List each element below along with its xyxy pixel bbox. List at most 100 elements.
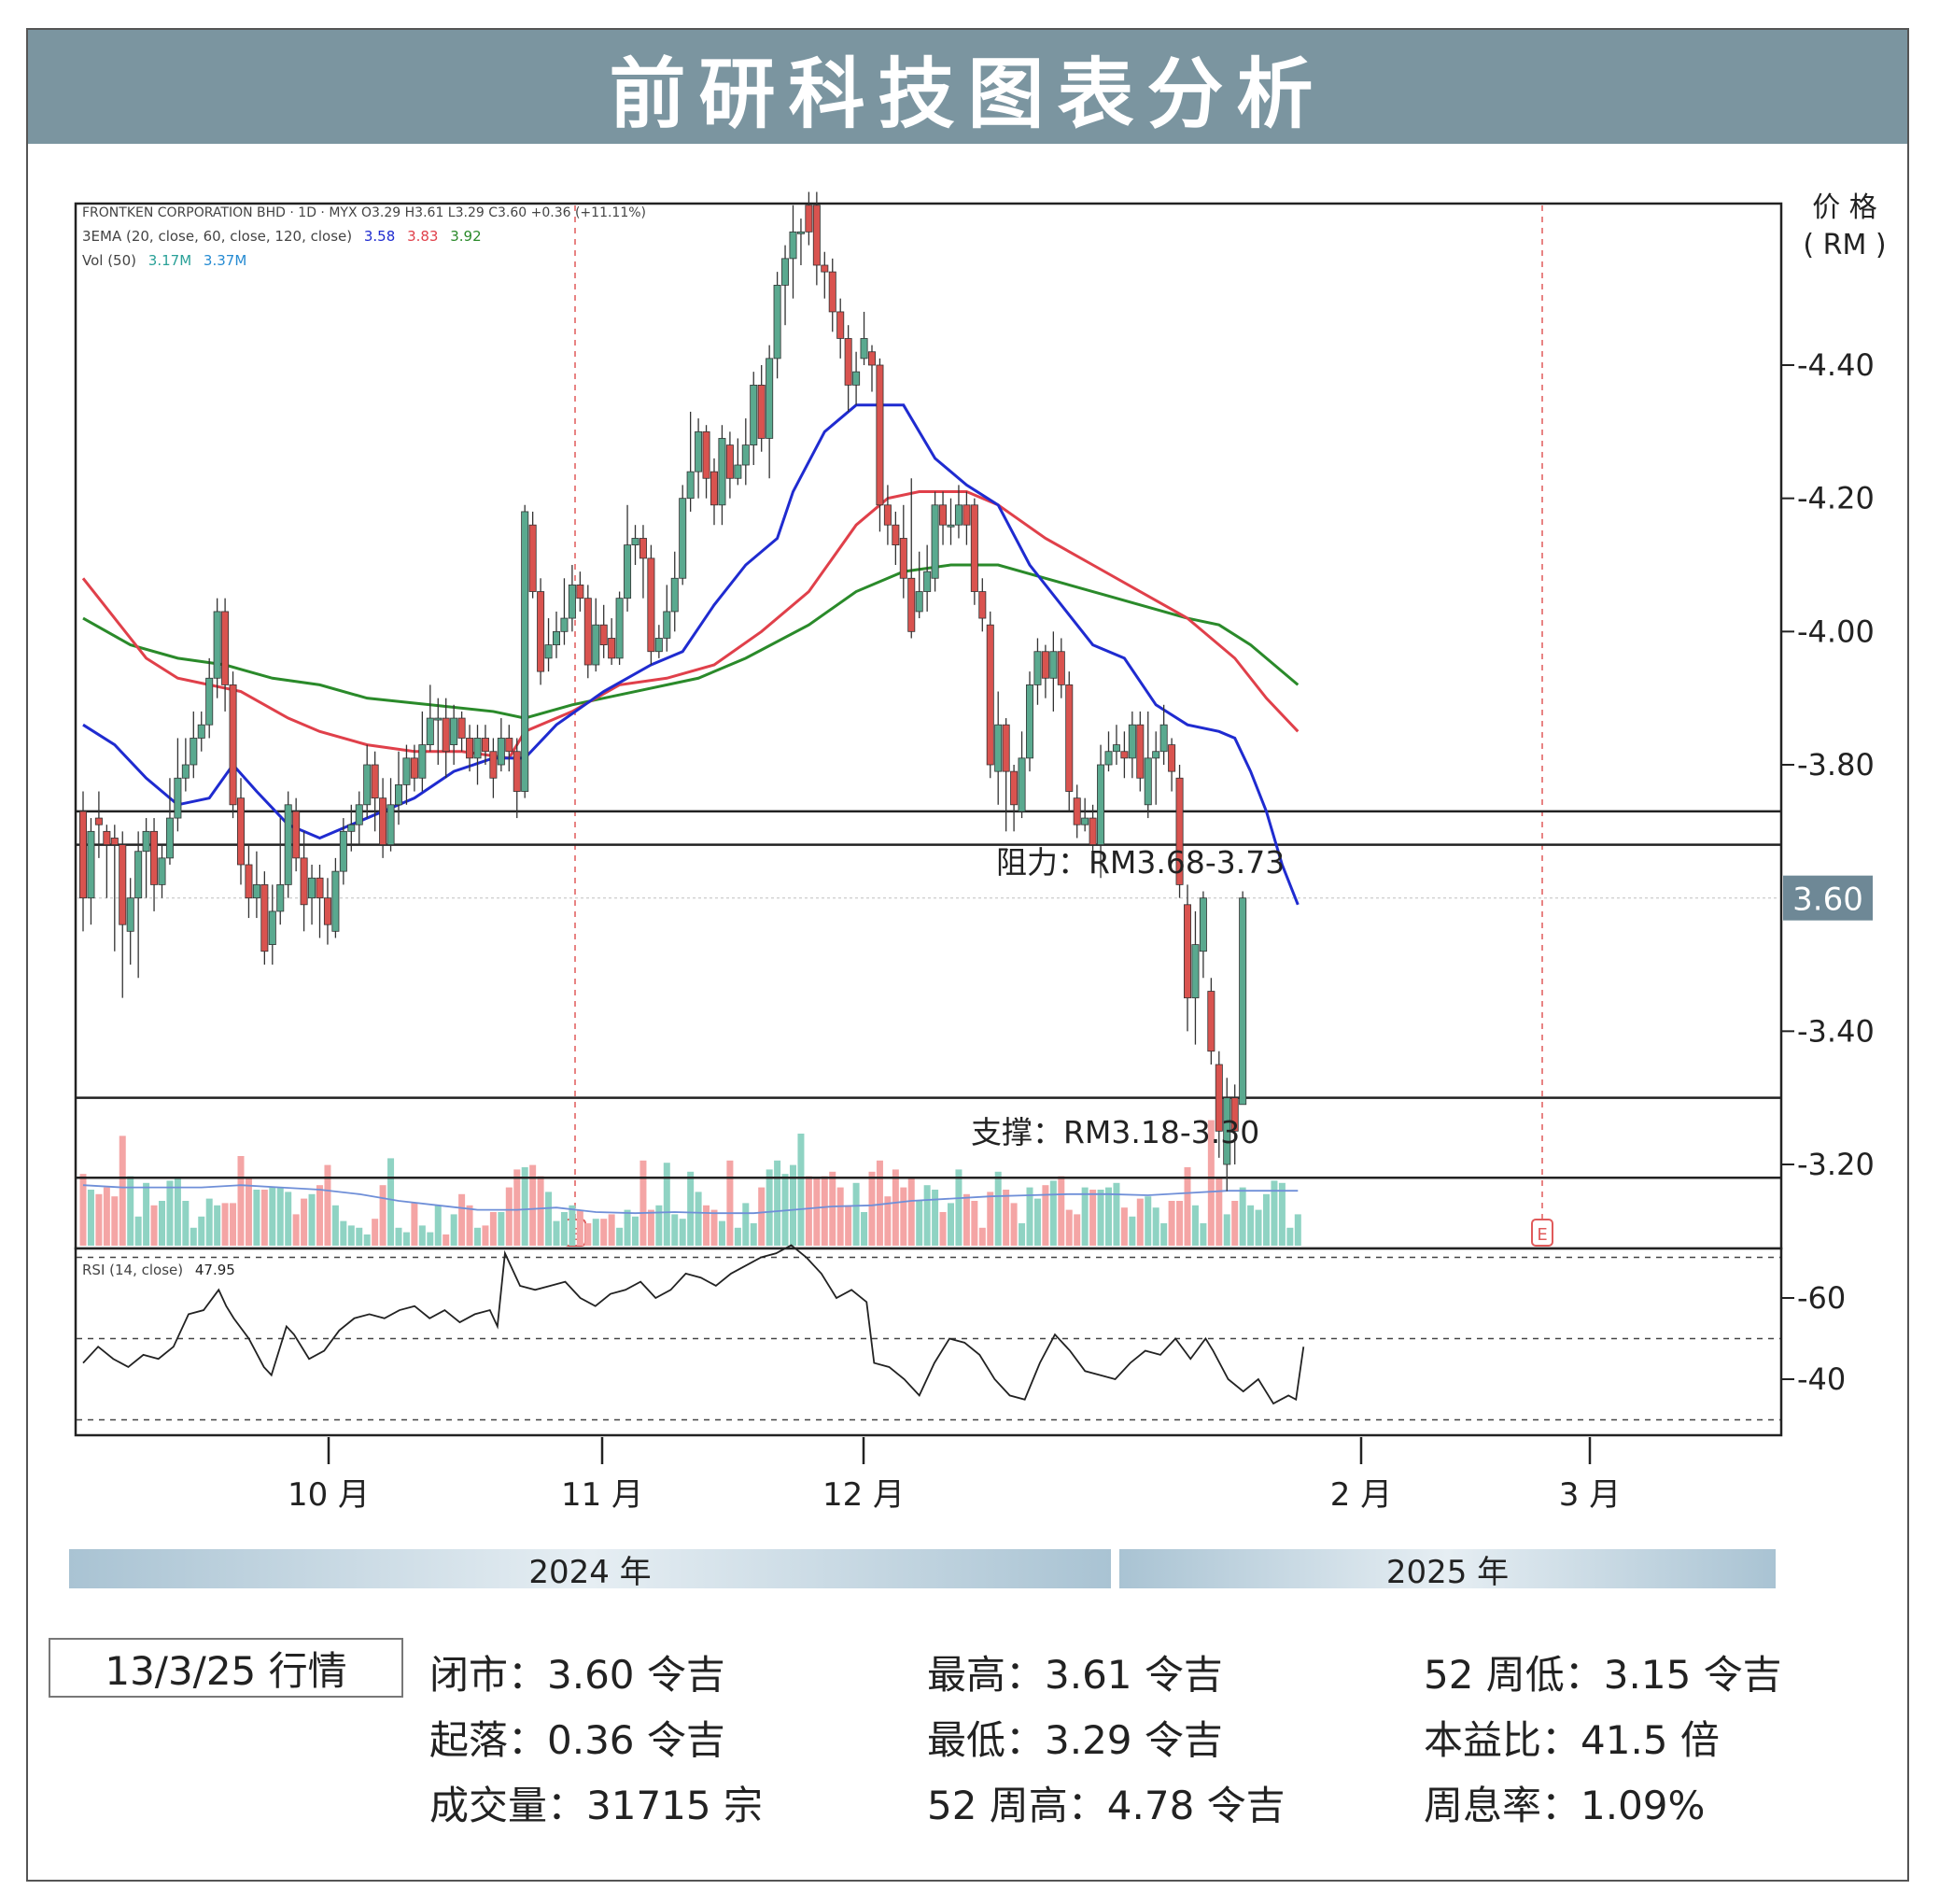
volume-bar xyxy=(1263,1193,1270,1246)
candle-body xyxy=(695,430,703,472)
volume-bar xyxy=(758,1187,766,1246)
candle-body xyxy=(836,311,845,339)
candle-body xyxy=(741,444,750,466)
volume-bar xyxy=(134,1216,142,1246)
volume-bar xyxy=(600,1219,608,1246)
volume-bar xyxy=(1033,1198,1041,1246)
resistance-label: 阻力：RM3.68-3.73 xyxy=(996,844,1285,881)
candle-body xyxy=(1002,724,1010,772)
volume-bar xyxy=(971,1201,978,1246)
volume-bar xyxy=(1255,1209,1262,1246)
volume-bar xyxy=(742,1203,750,1246)
volume-bar xyxy=(443,1234,450,1246)
candle-body xyxy=(907,577,916,632)
candle-body xyxy=(1112,744,1120,753)
candle-body xyxy=(260,884,269,952)
volume-bar xyxy=(245,1178,252,1246)
volume-bar xyxy=(174,1178,181,1246)
volume-bar xyxy=(955,1169,962,1246)
volume-bar xyxy=(427,1232,434,1246)
volume-bar xyxy=(790,1164,796,1246)
last-price-badge xyxy=(1783,875,1873,921)
candle-body xyxy=(87,830,95,899)
time-axis: 10 月 11 月 12 月 2 月 3 月 xyxy=(288,1437,1621,1514)
candle-body xyxy=(868,351,877,366)
candle-body xyxy=(103,830,111,845)
volume-bar xyxy=(237,1156,245,1246)
candle-body xyxy=(268,910,276,946)
volume-bar xyxy=(1215,1178,1223,1246)
volume-bar xyxy=(900,1187,907,1246)
ema60-line xyxy=(81,490,1300,760)
candle-body xyxy=(1152,751,1160,759)
candle-body xyxy=(197,724,205,739)
candle-body xyxy=(252,884,260,899)
volume-bar xyxy=(276,1187,284,1246)
volume-bar xyxy=(1294,1214,1301,1246)
price-tick-label: -3.20 xyxy=(1797,1147,1875,1182)
candle-body xyxy=(553,630,561,645)
volume-bar xyxy=(387,1158,395,1246)
volume-bar xyxy=(434,1205,442,1246)
candle-body xyxy=(371,764,379,799)
candle-body xyxy=(292,811,301,859)
volume-bar xyxy=(813,1178,821,1246)
volume-bar xyxy=(962,1193,970,1246)
volume-bar xyxy=(1271,1180,1278,1246)
volume-bar xyxy=(1065,1209,1073,1246)
candle-body xyxy=(316,877,324,899)
candle-body xyxy=(402,757,411,785)
volume-bar xyxy=(363,1234,371,1246)
volume-bar xyxy=(687,1171,695,1246)
volume-bar xyxy=(655,1205,663,1246)
volume-bar xyxy=(750,1223,757,1246)
ema120-line xyxy=(82,563,1300,720)
volume-bar xyxy=(829,1171,836,1246)
candle-body xyxy=(568,585,576,619)
candle-body xyxy=(821,264,829,273)
volume-bar xyxy=(553,1220,560,1246)
candle-body xyxy=(734,464,742,479)
volume-bar xyxy=(703,1205,710,1246)
chart-info-line1: FRONTKEN CORPORATION BHD · 1D · MYX O3.2… xyxy=(82,205,646,220)
volume-bar xyxy=(647,1209,654,1246)
candle-body xyxy=(528,524,537,592)
candle-body xyxy=(583,598,592,666)
volume-bar xyxy=(150,1205,158,1246)
candle-body xyxy=(355,804,363,825)
volume-bar xyxy=(624,1209,631,1246)
volume-bar xyxy=(1223,1214,1230,1246)
candle-body xyxy=(1104,751,1113,766)
volume-bar xyxy=(726,1160,734,1246)
candle-body xyxy=(639,538,647,559)
volume-bar xyxy=(868,1171,876,1246)
volume-bar xyxy=(1019,1223,1026,1246)
volume-bar xyxy=(718,1220,725,1246)
candlesticks xyxy=(79,191,1247,1192)
volume-bar xyxy=(1160,1223,1168,1246)
candle-body xyxy=(190,738,198,766)
volume-bar xyxy=(482,1225,489,1246)
ema20-line xyxy=(82,403,1300,906)
volume-bar xyxy=(1191,1205,1199,1246)
candle-body xyxy=(386,804,395,845)
volume-bar xyxy=(260,1190,268,1246)
volume-bar xyxy=(418,1225,426,1246)
volume-bar xyxy=(876,1160,883,1246)
candle-body xyxy=(150,830,159,885)
volume-bar xyxy=(884,1196,892,1246)
volume-bar xyxy=(632,1216,639,1246)
candle-body xyxy=(1136,724,1145,779)
support-label: 支撑：RM3.18-3.30 xyxy=(971,1114,1259,1150)
candle-body xyxy=(119,844,127,925)
ema20-value: 3.58 xyxy=(364,228,395,245)
candle-body xyxy=(158,857,166,885)
candle-body xyxy=(805,205,813,233)
price-tick-label: -4.00 xyxy=(1797,614,1875,649)
candle-body xyxy=(142,830,150,853)
candle-body xyxy=(418,744,427,779)
volume-bar xyxy=(474,1227,481,1246)
candle-body xyxy=(308,877,316,899)
candle-body xyxy=(576,585,584,599)
volume-bar xyxy=(402,1232,410,1246)
